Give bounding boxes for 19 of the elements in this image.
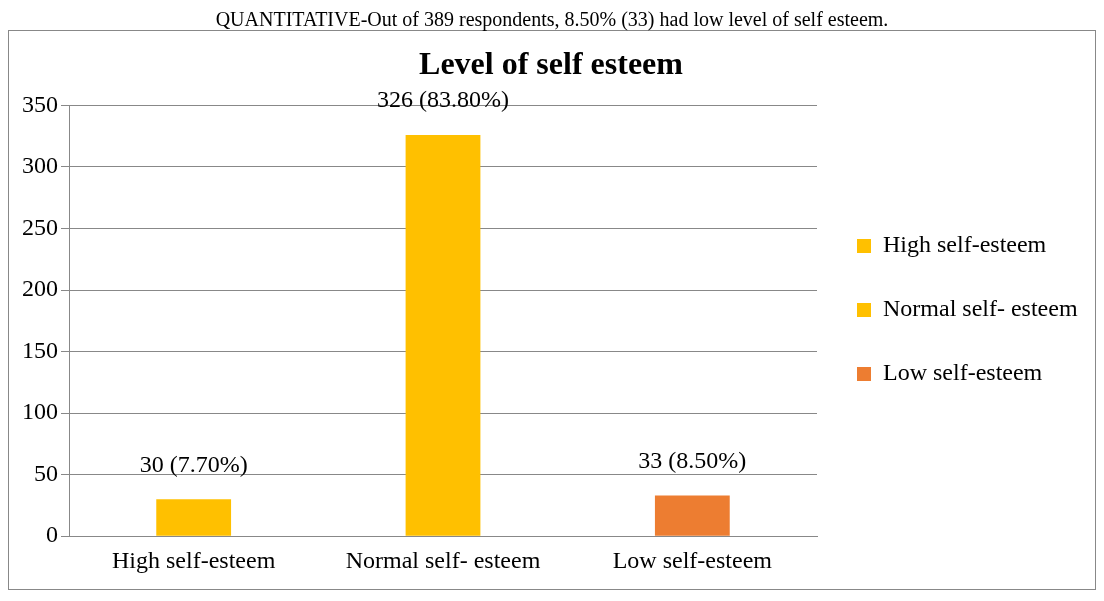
- y-tick-label: 150: [22, 336, 58, 363]
- y-tick-label: 200: [22, 275, 58, 302]
- y-tick-label: 100: [22, 398, 58, 425]
- legend-label: Normal self- esteem: [883, 295, 1078, 322]
- data-label: 30 (7.70%): [139, 450, 248, 477]
- legend-label: Low self-esteem: [883, 359, 1043, 386]
- x-tick-label: Normal self- esteem: [345, 546, 541, 573]
- data-label: 326 (83.80%): [377, 86, 509, 113]
- y-tick-label: 50: [34, 459, 58, 486]
- legend-label: High self-esteem: [883, 231, 1047, 258]
- chart-title: Level of self esteem: [419, 45, 684, 82]
- x-tick-label: High self-esteem: [112, 546, 276, 573]
- y-tick-label: 250: [22, 213, 58, 240]
- y-tick-label: 0: [46, 521, 58, 548]
- data-label: 33 (8.50%): [638, 446, 747, 473]
- y-tick-label: 300: [22, 152, 58, 179]
- text: QUANTITATIVE-Out of 389 respondents, 8.50% (33) had low level of self esteem.: [214, 8, 890, 30]
- y-tick-label: 350: [22, 90, 58, 117]
- x-tick-label: Low self-esteem: [612, 546, 773, 573]
